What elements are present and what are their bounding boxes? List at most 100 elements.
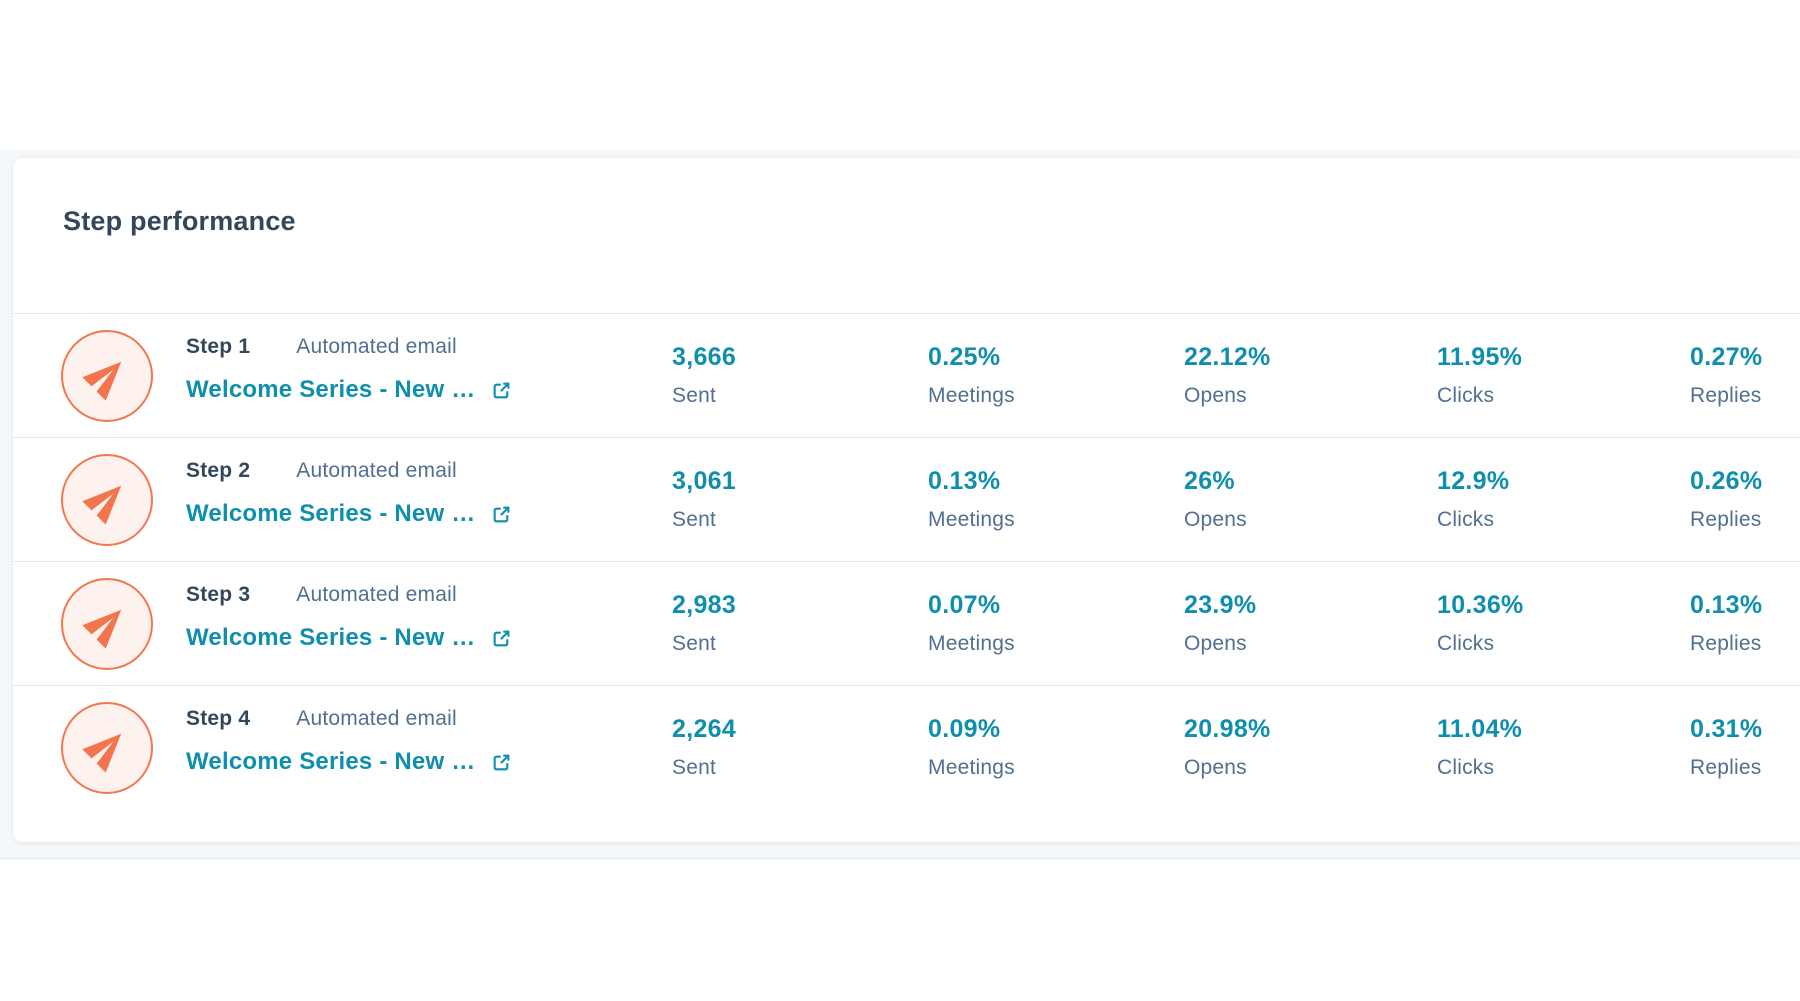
metric-cell: 0.09% Meetings <box>928 714 1015 780</box>
metric-label: Meetings <box>928 508 1015 531</box>
metric-cell: 26% Opens <box>1184 466 1247 532</box>
metric-cell: 22.12% Opens <box>1184 342 1271 408</box>
metric-cell: 0.13% Meetings <box>928 466 1015 532</box>
step-number-label: Step 3 <box>186 583 251 606</box>
metric-label: Clicks <box>1437 508 1495 531</box>
metric-label: Sent <box>672 508 716 531</box>
step-number-label: Step 4 <box>186 707 251 730</box>
email-template-link[interactable]: Welcome Series - New … <box>186 500 476 527</box>
metric-label: Sent <box>672 756 716 779</box>
metric-cell: 2,264 Sent <box>672 714 736 780</box>
metric-label: Replies <box>1690 384 1762 407</box>
automated-email-badge <box>61 330 153 422</box>
metric-cell: 3,061 Sent <box>672 466 736 532</box>
metric-label: Sent <box>672 384 716 407</box>
automated-email-badge <box>61 702 153 794</box>
metric-label: Sent <box>672 632 716 655</box>
metric-cell: 0.07% Meetings <box>928 590 1015 656</box>
metric-cell: 11.04% Clicks <box>1437 714 1522 780</box>
step-header-line: Step 2 Automated email <box>186 459 512 486</box>
step-number-label: Step 2 <box>186 459 251 482</box>
metric-cell: 10.36% Clicks <box>1437 590 1524 656</box>
metric-label: Meetings <box>928 632 1015 655</box>
metric-value: 3,061 <box>672 467 737 495</box>
step-info: Step 1 Automated email Welcome Series - … <box>186 335 512 404</box>
metric-cell: 20.98% Opens <box>1184 714 1271 780</box>
metric-label: Meetings <box>928 384 1015 407</box>
metric-cell: 11.95% Clicks <box>1437 342 1522 408</box>
email-template-link[interactable]: Welcome Series - New … <box>186 624 476 651</box>
step-row: Step 2 Automated email Welcome Series - … <box>13 437 1800 561</box>
metric-value: 3,666 <box>672 343 737 371</box>
metric-value: 12.9% <box>1437 467 1510 495</box>
step-performance-card: Step performance Step 1 Automated email … <box>13 158 1800 842</box>
metric-label: Clicks <box>1437 632 1495 655</box>
metrics-group: 3,666 Sent 0.25% Meetings 22.12% Opens 1… <box>13 342 1800 438</box>
step-info: Step 4 Automated email Welcome Series - … <box>186 707 512 776</box>
external-link-icon[interactable] <box>491 504 512 525</box>
email-template-link[interactable]: Welcome Series - New … <box>186 748 476 775</box>
metric-label: Clicks <box>1437 384 1495 407</box>
metric-value: 23.9% <box>1184 591 1257 619</box>
step-rows: Step 1 Automated email Welcome Series - … <box>13 313 1800 809</box>
metric-label: Replies <box>1690 756 1762 779</box>
metric-cell: 0.25% Meetings <box>928 342 1015 408</box>
send-icon <box>82 609 122 649</box>
metric-value: 0.26% <box>1690 467 1763 495</box>
metric-cell: 0.31% Replies <box>1690 714 1762 780</box>
metric-label: Clicks <box>1437 756 1495 779</box>
report-section: Step performance Step 1 Automated email … <box>0 150 1800 859</box>
metric-value: 20.98% <box>1184 715 1271 743</box>
step-header-line: Step 3 Automated email <box>186 583 512 610</box>
step-info: Step 2 Automated email Welcome Series - … <box>186 459 512 528</box>
metric-value: 0.25% <box>928 343 1001 371</box>
step-type-label: Automated email <box>296 335 457 358</box>
metric-cell: 3,666 Sent <box>672 342 736 408</box>
step-row: Step 4 Automated email Welcome Series - … <box>13 685 1800 809</box>
metric-value: 0.13% <box>928 467 1001 495</box>
email-link-line: Welcome Series - New … <box>186 748 512 776</box>
external-link-icon[interactable] <box>491 380 512 401</box>
metric-value: 0.09% <box>928 715 1001 743</box>
email-template-link[interactable]: Welcome Series - New … <box>186 376 476 403</box>
metric-label: Replies <box>1690 632 1762 655</box>
metrics-group: 3,061 Sent 0.13% Meetings 26% Opens 12.9… <box>13 466 1800 562</box>
send-icon <box>82 733 122 773</box>
email-link-line: Welcome Series - New … <box>186 624 512 652</box>
metric-value: 0.27% <box>1690 343 1763 371</box>
external-link-icon[interactable] <box>491 752 512 773</box>
metric-cell: 0.13% Replies <box>1690 590 1762 656</box>
metric-value: 2,983 <box>672 591 737 619</box>
step-type-label: Automated email <box>296 459 457 482</box>
metric-value: 2,264 <box>672 715 737 743</box>
metric-value: 22.12% <box>1184 343 1271 371</box>
metric-label: Opens <box>1184 632 1247 655</box>
metric-cell: 12.9% Clicks <box>1437 466 1509 532</box>
metric-cell: 0.27% Replies <box>1690 342 1762 408</box>
step-number-label: Step 1 <box>186 335 251 358</box>
metric-value: 0.13% <box>1690 591 1763 619</box>
step-row: Step 1 Automated email Welcome Series - … <box>13 313 1800 437</box>
external-link-icon[interactable] <box>491 628 512 649</box>
metric-cell: 0.26% Replies <box>1690 466 1762 532</box>
metric-label: Opens <box>1184 756 1247 779</box>
email-link-line: Welcome Series - New … <box>186 376 512 404</box>
metric-cell: 2,983 Sent <box>672 590 736 656</box>
metric-label: Opens <box>1184 384 1247 407</box>
metric-value: 10.36% <box>1437 591 1524 619</box>
metrics-group: 2,983 Sent 0.07% Meetings 23.9% Opens 10… <box>13 590 1800 686</box>
metric-cell: 23.9% Opens <box>1184 590 1256 656</box>
metric-value: 26% <box>1184 467 1235 495</box>
step-info: Step 3 Automated email Welcome Series - … <box>186 583 512 652</box>
metric-value: 11.04% <box>1437 715 1523 743</box>
metric-label: Meetings <box>928 756 1015 779</box>
automated-email-badge <box>61 578 153 670</box>
step-type-label: Automated email <box>296 707 457 730</box>
metric-label: Opens <box>1184 508 1247 531</box>
step-type-label: Automated email <box>296 583 457 606</box>
metric-label: Replies <box>1690 508 1762 531</box>
card-title: Step performance <box>63 206 296 236</box>
metric-value: 0.31% <box>1690 715 1763 743</box>
metrics-group: 2,264 Sent 0.09% Meetings 20.98% Opens 1… <box>13 714 1800 810</box>
send-icon <box>82 485 122 525</box>
